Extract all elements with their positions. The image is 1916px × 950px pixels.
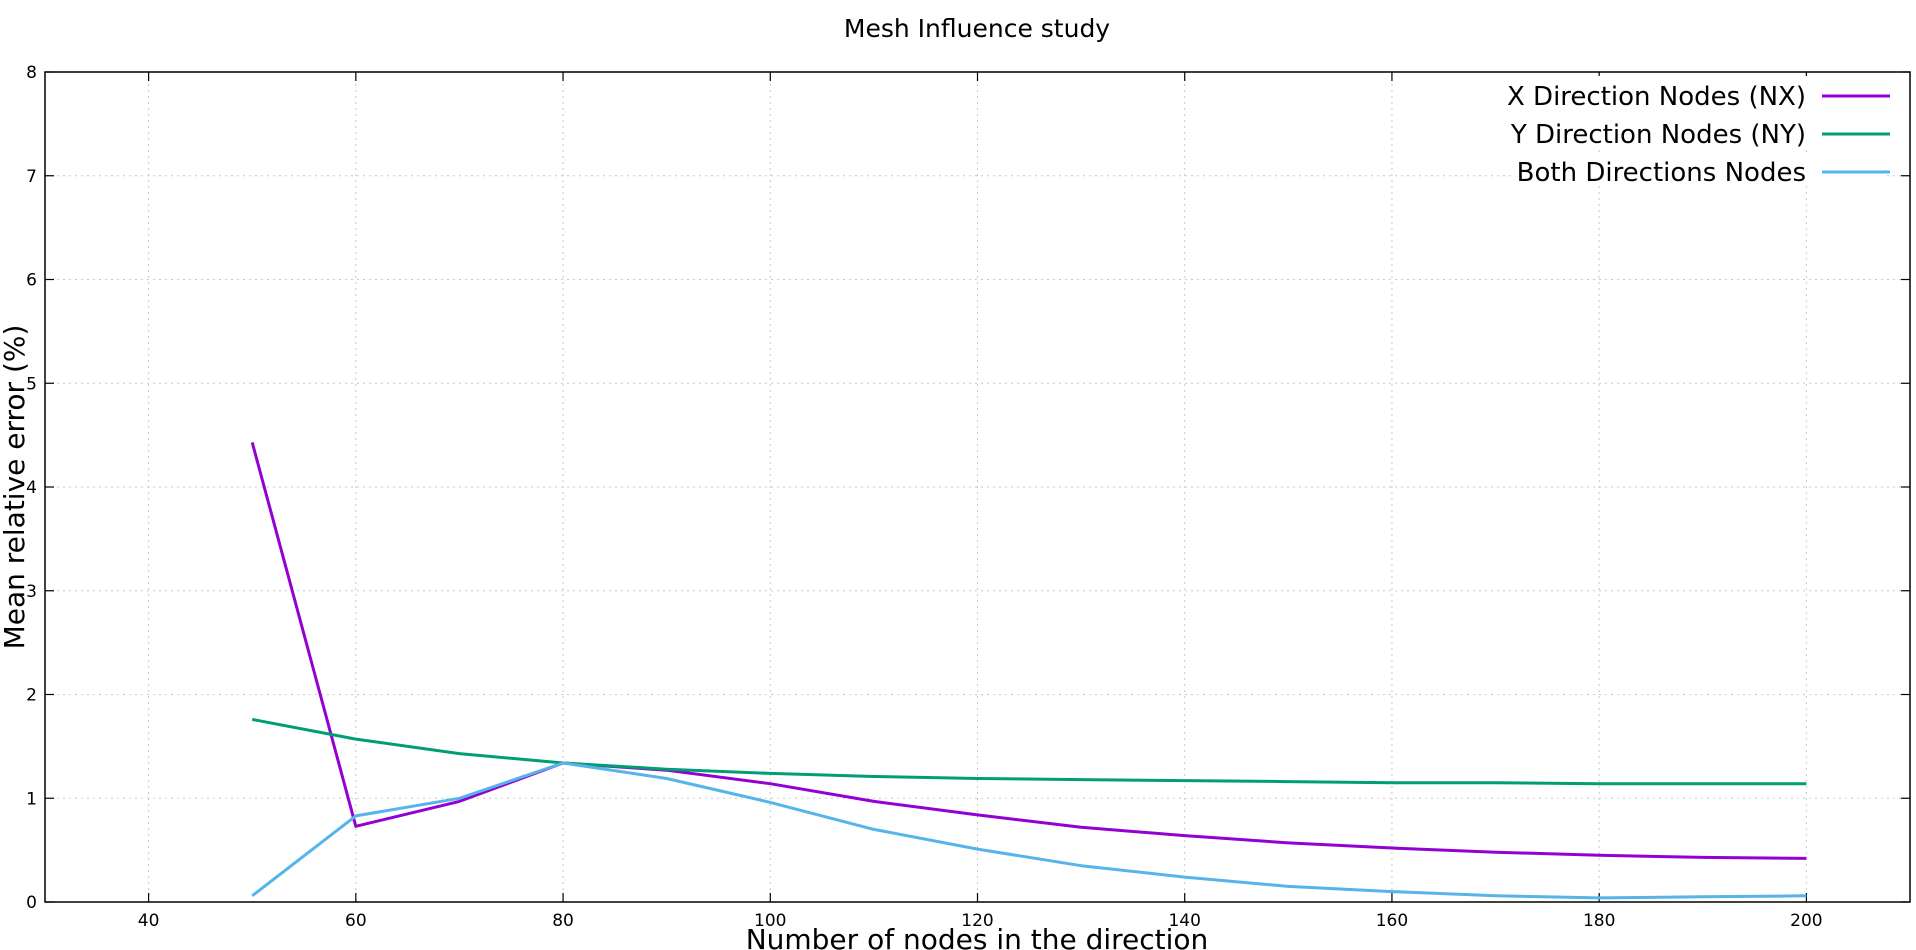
x-axis-label: Number of nodes in the direction — [746, 923, 1209, 950]
data-point — [252, 719, 253, 720]
data-point — [1495, 852, 1496, 853]
chart-title: Mesh Influence study — [844, 14, 1110, 43]
x-tick-label: 140 — [1168, 911, 1200, 931]
y-tick-label: 7 — [26, 167, 37, 187]
data-point — [1599, 855, 1600, 856]
data-point — [459, 798, 460, 799]
legend-background — [1512, 76, 1887, 110]
series-lines — [250, 442, 1807, 900]
data-point — [770, 802, 771, 803]
data-point — [1288, 886, 1289, 887]
data-point — [355, 739, 356, 740]
data-point — [252, 442, 253, 443]
y-tick-label: 1 — [26, 789, 37, 809]
data-point — [1495, 895, 1496, 896]
x-tick-label: 200 — [1790, 911, 1822, 931]
data-point — [1081, 827, 1082, 828]
data-point — [1702, 896, 1703, 897]
data-point — [770, 783, 771, 784]
data-point — [1288, 781, 1289, 782]
data-point — [1288, 842, 1289, 843]
data-point — [1081, 779, 1082, 780]
legend-label: Y Direction Nodes (NY) — [1510, 120, 1806, 150]
y-axis-label: Mean relative error (%) — [0, 325, 31, 650]
data-point — [459, 801, 460, 802]
data-point — [1806, 783, 1807, 784]
data-point — [563, 762, 564, 763]
data-point — [1391, 848, 1392, 849]
series-line-3 — [251, 761, 1807, 900]
data-point — [252, 895, 253, 896]
y-tick-label: 2 — [26, 686, 37, 706]
x-tick-label: 120 — [961, 911, 993, 931]
data-point — [977, 814, 978, 815]
data-point — [1391, 782, 1392, 783]
y-tick-label: 6 — [26, 271, 37, 291]
data-point — [770, 773, 771, 774]
x-tick-label: 180 — [1583, 911, 1615, 931]
data-point — [873, 801, 874, 802]
x-tick-label: 40 — [138, 911, 160, 931]
data-point — [1599, 897, 1600, 898]
data-point — [355, 815, 356, 816]
legend-background — [1512, 152, 1887, 186]
data-point — [1702, 857, 1703, 858]
data-point — [459, 753, 460, 754]
axes: 40 60 80 100 120 140 160 180 200 0 1 2 3 4 5 6 7 8 — [26, 63, 1910, 931]
data-point — [1184, 835, 1185, 836]
data-point — [1495, 782, 1496, 783]
data-point — [1184, 877, 1185, 878]
y-tick-label: 4 — [26, 478, 37, 498]
data-point — [1806, 858, 1807, 859]
plot-frame — [44, 71, 1911, 903]
data-point — [1081, 865, 1082, 866]
data-point — [1806, 895, 1807, 896]
data-point — [666, 769, 667, 770]
series-line-2 — [251, 717, 1807, 786]
data-point — [666, 778, 667, 779]
legend-background — [1512, 114, 1887, 148]
y-tick-label: 0 — [26, 893, 37, 913]
x-tick-label: 160 — [1376, 911, 1408, 931]
legend-label: X Direction Nodes (NX) — [1507, 82, 1806, 112]
data-point — [873, 829, 874, 830]
x-tick-label: 100 — [754, 911, 786, 931]
x-tick-label: 80 — [552, 911, 574, 931]
legend-label: Both Directions Nodes — [1517, 158, 1806, 188]
data-point — [977, 778, 978, 779]
data-point — [1599, 783, 1600, 784]
y-tick-label: 5 — [26, 374, 37, 394]
data-point — [1702, 783, 1703, 784]
x-tick-label: 60 — [345, 911, 367, 931]
series-line-1 — [250, 442, 1807, 860]
y-tick-label: 8 — [26, 63, 37, 83]
legend: X Direction Nodes (NX) Y Direction Nodes … — [1507, 76, 1890, 188]
y-tick-label: 3 — [26, 582, 37, 602]
data-point — [1391, 891, 1392, 892]
data-point — [355, 826, 356, 827]
data-point — [1184, 780, 1185, 781]
data-point — [977, 849, 978, 850]
data-point — [873, 776, 874, 777]
